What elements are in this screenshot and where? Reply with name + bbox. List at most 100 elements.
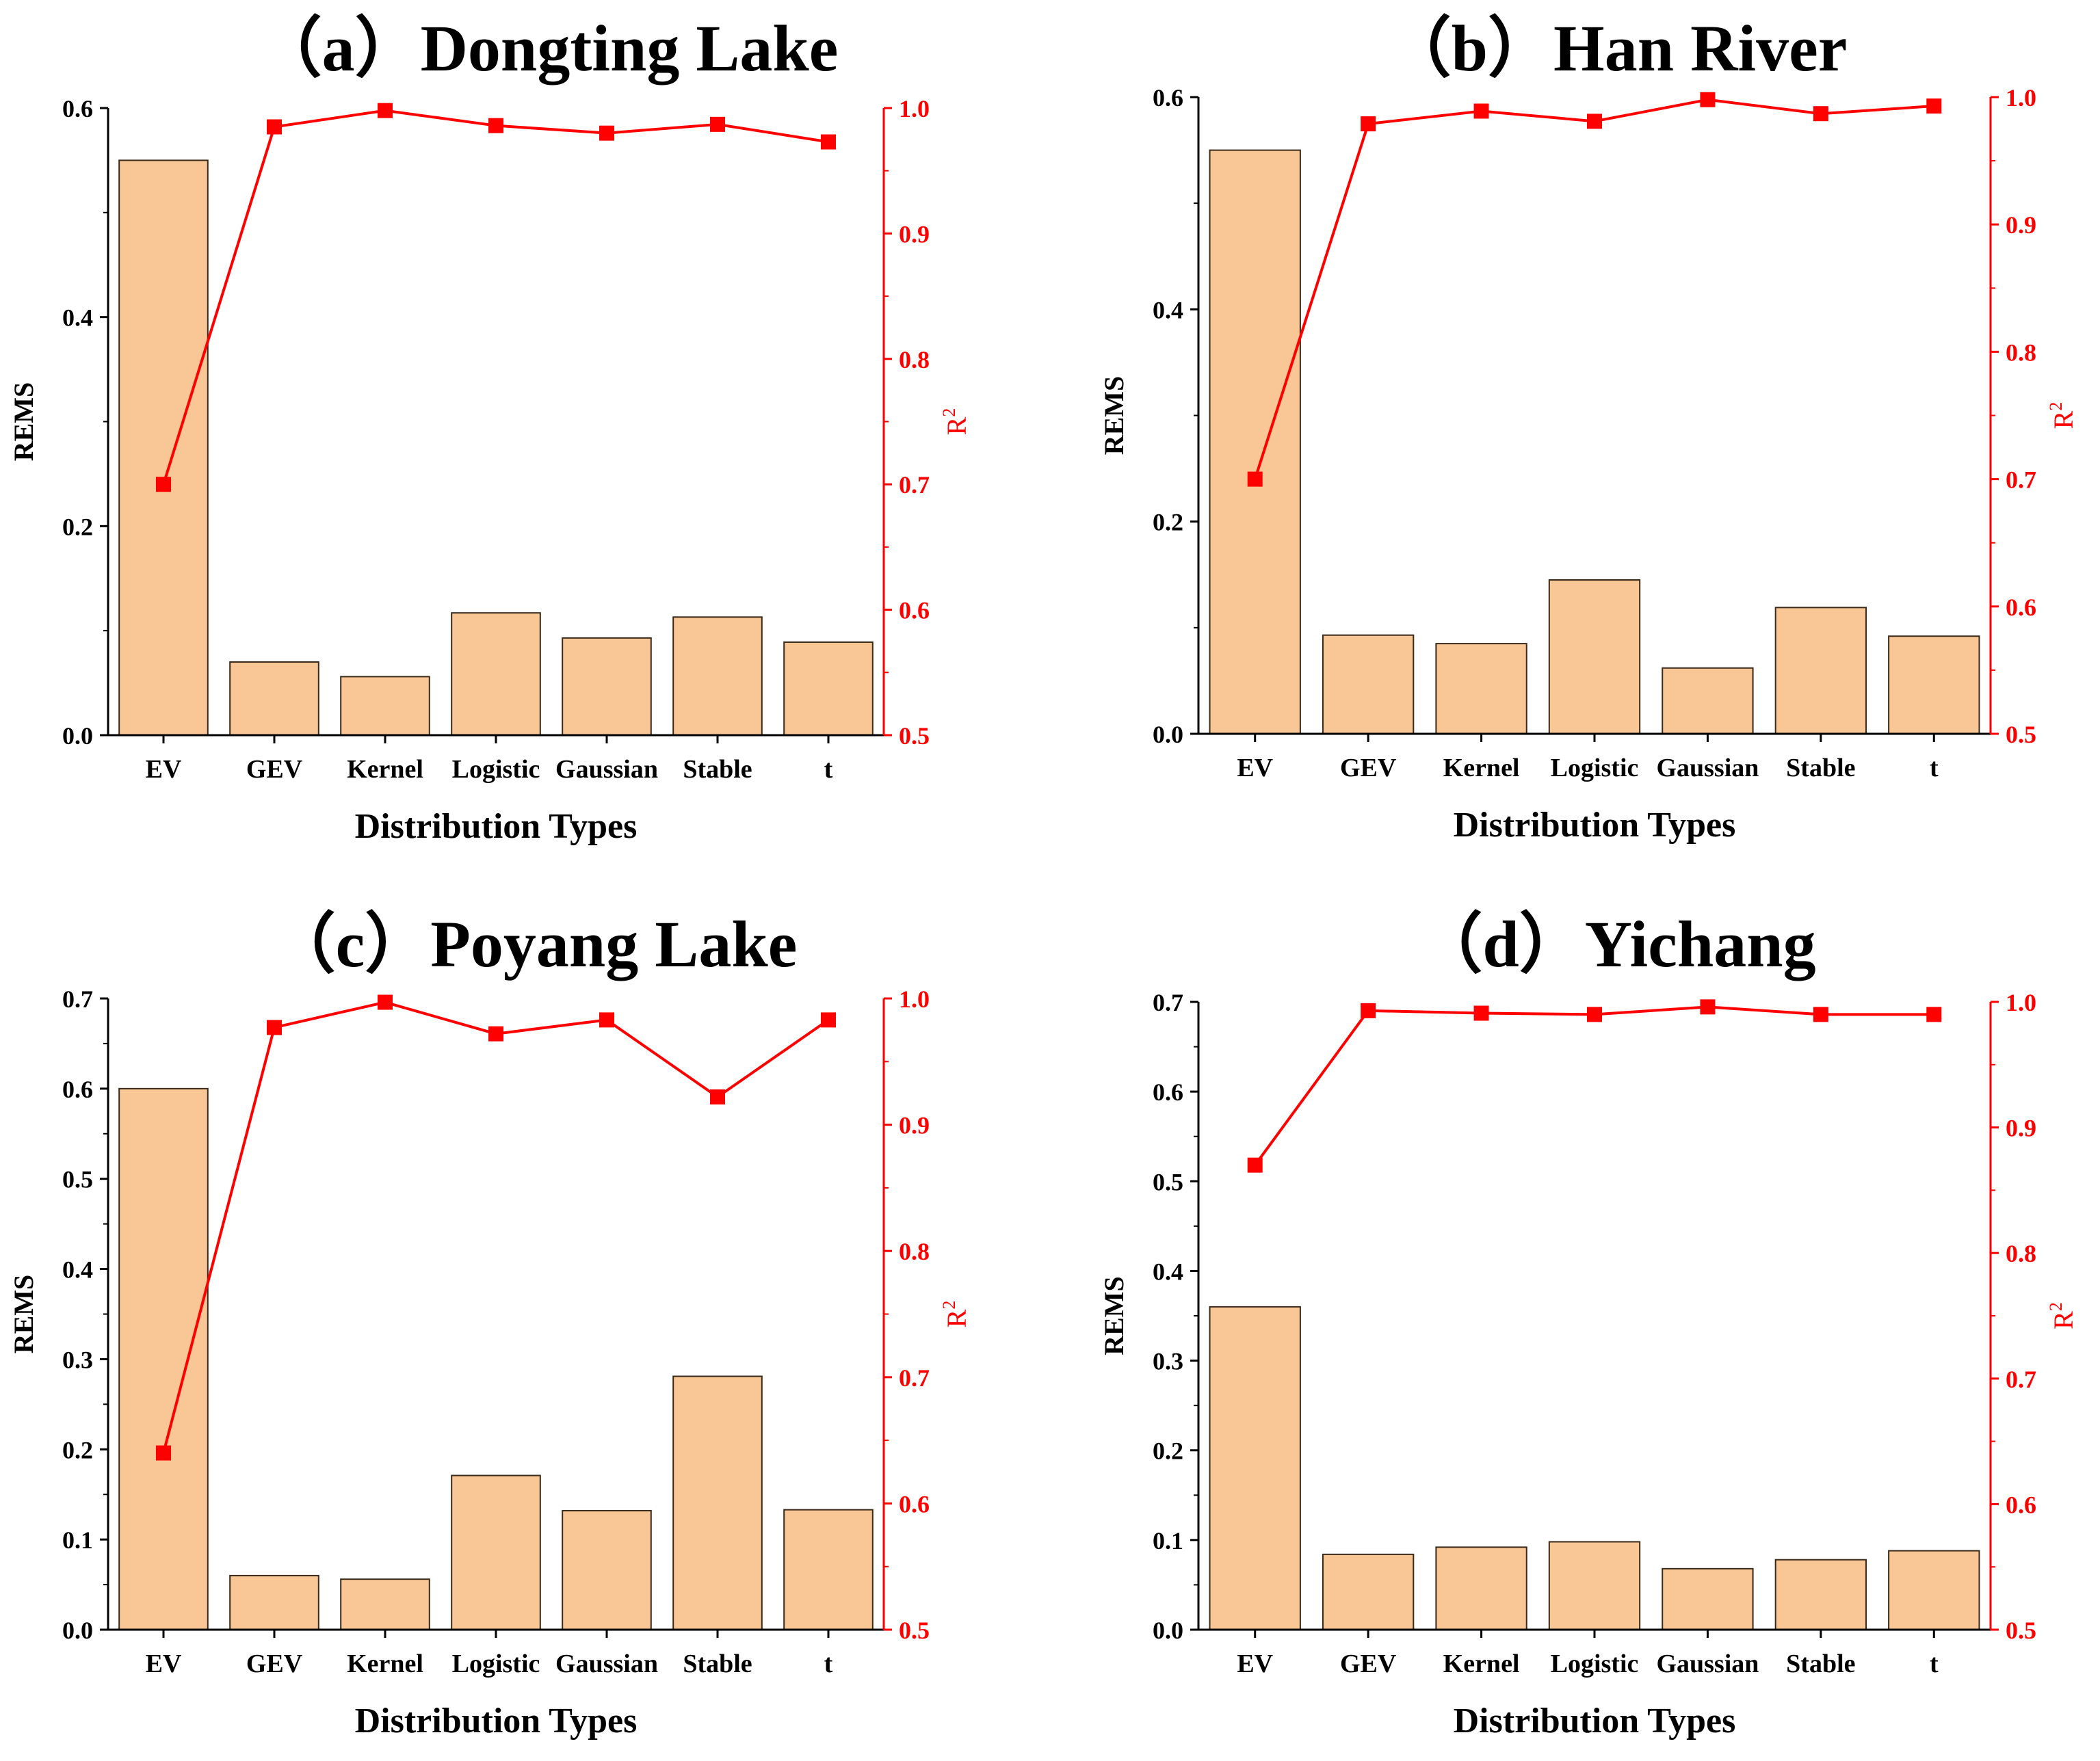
r2-line <box>1254 1005 1934 1166</box>
left-tick-label: 0.3 <box>62 1346 93 1373</box>
r2-point-kernel <box>378 994 393 1010</box>
chart-panel-1: （b）Han River 0.0 0.2 0.4 0.6 0.5 0.6 0.7 0.8 0.9 1… <box>1099 12 2079 845</box>
left-tick-label: 0.2 <box>62 1436 93 1464</box>
right-tick-label: 0.5 <box>2006 1617 2036 1644</box>
x-tick-label: Stable <box>683 1650 752 1678</box>
bar-gev <box>1322 1553 1415 1631</box>
right-axis-label-base: R <box>941 1309 972 1327</box>
left-tick-label: 0.6 <box>1153 1078 1183 1106</box>
right-tick-label: 0.8 <box>2006 339 2036 366</box>
r2-point-kernel <box>1473 103 1489 119</box>
right-tick-label: 0.6 <box>899 1490 930 1518</box>
left-axis-label: REMS <box>1099 1276 1129 1355</box>
x-tick-label: Gaussian <box>1656 1650 1759 1678</box>
bar-ev <box>1209 149 1301 735</box>
chart-panel-3: （d）Yichang 0.0 0.1 0.2 0.3 0.4 0.5 0.6 0.7 0.5 0.6… <box>1099 908 2079 1740</box>
bar-kernel <box>340 676 430 736</box>
right-tick-label: 0.6 <box>2006 594 2036 621</box>
bar-ev <box>1209 1306 1301 1631</box>
x-tick-label: t <box>824 755 833 784</box>
bar-gaussian <box>1662 1567 1754 1630</box>
r2-point-ev <box>156 477 171 492</box>
bar-t <box>1888 1550 1980 1630</box>
bar-stable <box>1774 607 1867 735</box>
x-tick-label: EV <box>1237 754 1273 782</box>
r2-point-stable <box>710 116 725 132</box>
left-tick-label: 0.6 <box>62 1076 93 1103</box>
bar-kernel <box>1435 1546 1527 1631</box>
right-tick-label: 0.6 <box>899 597 930 624</box>
r2-point-ev <box>1247 471 1263 487</box>
x-tick-label: EV <box>146 755 182 784</box>
r2-point-t <box>1926 1007 1942 1022</box>
right-axis-label-sup: 2 <box>939 408 959 417</box>
x-tick-label: Gaussian <box>1656 754 1759 782</box>
r2-point-kernel <box>378 103 393 118</box>
bar-logistic <box>1548 1541 1641 1630</box>
right-tick-label: 0.7 <box>2006 466 2036 494</box>
x-axis-label: Distribution Types <box>355 807 638 846</box>
left-tick-label: 0.0 <box>62 722 93 750</box>
x-tick-label: Stable <box>1786 754 1855 782</box>
left-tick-label: 0.1 <box>62 1526 93 1554</box>
left-tick-label: 0.4 <box>1153 296 1183 323</box>
bar-gaussian <box>1662 667 1754 735</box>
r2-point-gev <box>267 1020 282 1035</box>
x-tick-label: Logistic <box>452 755 540 784</box>
chart-title: （c）Poyang Lake <box>270 908 798 981</box>
bar-gaussian <box>562 1509 652 1630</box>
left-tick-label: 0.2 <box>1153 509 1183 536</box>
r2-point-logistic <box>1587 114 1602 129</box>
left-tick-label: 0.0 <box>1153 1617 1183 1644</box>
left-tick-label: 0.2 <box>1153 1438 1183 1465</box>
right-axis-label-base: R <box>2048 410 2079 429</box>
left-tick-label: 0.7 <box>1153 989 1183 1016</box>
chart-panel-0: （a）Dongting Lake 0.0 0.2 0.4 0.6 0.5 0.6 0.7 0.8… <box>8 12 972 846</box>
left-tick-label: 0.4 <box>62 304 93 332</box>
right-axis-label-sup: 2 <box>939 1301 959 1310</box>
chart-title: （a）Dongting Lake <box>257 12 839 85</box>
left-tick-label: 0.5 <box>62 1166 93 1193</box>
left-tick-label: 0.7 <box>62 985 93 1013</box>
bar-t <box>783 641 874 736</box>
x-axis-label: Distribution Types <box>1454 806 1736 845</box>
right-tick-label: 1.0 <box>899 985 930 1013</box>
r2-point-kernel <box>1473 1005 1489 1021</box>
bar-logistic <box>451 1474 541 1630</box>
x-tick-label: Logistic <box>1551 1650 1639 1678</box>
x-tick-label: Logistic <box>452 1650 540 1678</box>
r2-point-gaussian <box>599 1012 614 1028</box>
r2-point-gaussian <box>1700 92 1716 107</box>
right-tick-label: 0.5 <box>899 722 930 750</box>
right-tick-label: 0.9 <box>899 1112 930 1139</box>
left-tick-label: 0.6 <box>62 95 93 122</box>
right-tick-label: 0.5 <box>899 1617 930 1644</box>
bar-stable <box>672 616 763 736</box>
x-tick-label: EV <box>146 1650 182 1678</box>
x-tick-label: EV <box>1237 1650 1273 1678</box>
left-axis-label: REMS <box>1099 376 1129 455</box>
x-tick-label: Kernel <box>347 1650 423 1678</box>
r2-point-stable <box>710 1089 725 1104</box>
x-tick-label: Stable <box>683 755 752 784</box>
chart-title: （d）Yichang <box>1417 908 1815 981</box>
x-tick-label: Kernel <box>1443 1650 1520 1678</box>
r2-point-ev <box>1247 1157 1263 1173</box>
r2-point-gev <box>1361 1003 1376 1018</box>
bar-gaussian <box>562 637 652 736</box>
chart-title: （b）Han River <box>1386 12 1848 85</box>
right-tick-label: 0.7 <box>2006 1366 2036 1393</box>
right-axis-label-sup: 2 <box>2046 402 2066 411</box>
right-tick-label: 0.5 <box>2006 721 2036 748</box>
left-tick-label: 0.0 <box>1153 721 1183 748</box>
right-axis-label: R2 <box>2046 402 2079 429</box>
r2-point-gev <box>267 119 282 135</box>
bar-stable <box>1774 1559 1867 1630</box>
right-axis-label-base: R <box>2048 1311 2079 1329</box>
right-tick-label: 0.8 <box>899 1238 930 1265</box>
bar-kernel <box>340 1578 430 1630</box>
left-tick-label: 0.2 <box>62 513 93 540</box>
left-tick-label: 0.4 <box>62 1256 93 1284</box>
left-tick-label: 0.6 <box>1153 84 1183 111</box>
right-tick-label: 1.0 <box>899 95 930 122</box>
